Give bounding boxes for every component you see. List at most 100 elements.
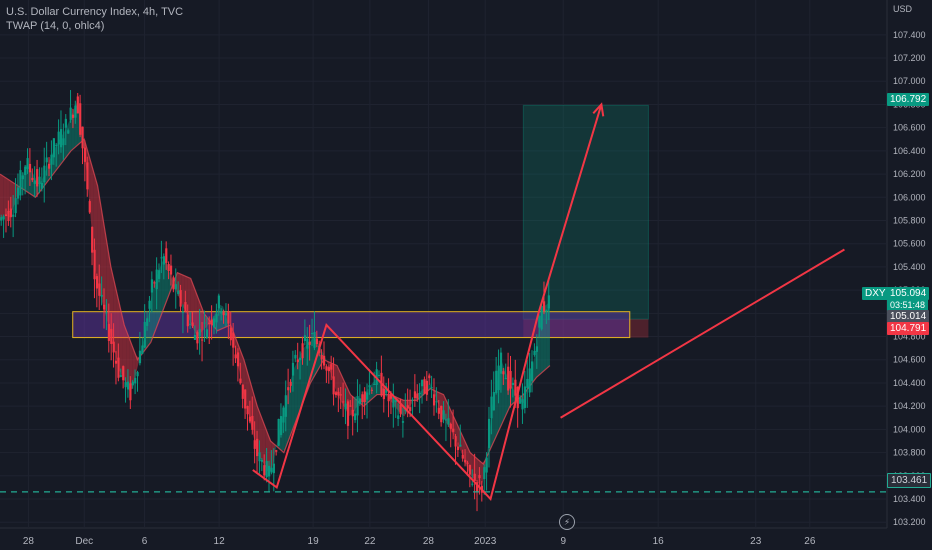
candle-body <box>129 383 132 401</box>
y-tick-label: 106.600 <box>893 123 926 133</box>
candle-body <box>153 282 156 284</box>
candle-body <box>12 214 15 217</box>
candle-body <box>485 457 488 473</box>
candle-body <box>45 157 48 163</box>
price-axis[interactable]: USD103.200103.400103.600103.800104.00010… <box>893 4 926 527</box>
twap-fill-segment <box>9 180 13 213</box>
twap-fill-segment <box>501 360 505 425</box>
candle-body <box>155 269 158 290</box>
resistance-zone[interactable] <box>72 311 631 339</box>
candle-body <box>186 314 189 327</box>
candle-body <box>136 372 139 377</box>
candle-body <box>91 226 94 253</box>
candle-body <box>502 371 505 375</box>
candle-body <box>366 392 369 400</box>
candle-body <box>57 131 60 145</box>
twap-fill-segment <box>119 305 123 378</box>
candle-body <box>4 214 8 217</box>
y-tick-label: 107.000 <box>893 76 926 86</box>
y-tick-label: 104.400 <box>893 378 926 388</box>
twap-fill-segment <box>187 277 191 324</box>
lightning-icon[interactable]: ⚡ <box>559 514 575 530</box>
x-tick-label: 26 <box>804 536 816 547</box>
chart-title[interactable]: U.S. Dollar Currency Index, 4h, TVC <box>6 6 184 18</box>
candle-body <box>88 201 91 213</box>
candle-body <box>141 345 144 354</box>
candle-body <box>377 374 381 376</box>
candle-body <box>313 331 316 348</box>
candle-body <box>196 332 199 344</box>
twap-fill-segment <box>6 178 10 215</box>
candle-body <box>7 210 10 221</box>
candle-body <box>83 147 87 162</box>
zone-rect <box>72 311 631 339</box>
candle-body <box>217 295 220 309</box>
candle-body <box>95 276 99 289</box>
candle-body <box>203 322 206 324</box>
candle-body <box>444 419 448 421</box>
candle-body <box>492 392 495 411</box>
twap-fill-segment <box>181 274 185 310</box>
candle-body <box>339 394 342 396</box>
candle-body <box>234 354 237 359</box>
candle-body <box>499 352 503 374</box>
candle-body <box>177 290 180 295</box>
candle-body <box>516 386 519 409</box>
candle-body <box>538 315 541 328</box>
candle-body <box>86 162 89 190</box>
twap-fill-segment <box>504 368 508 418</box>
candle-body <box>236 352 240 367</box>
long-profit-area <box>522 104 649 320</box>
trend-drawings[interactable] <box>0 102 887 501</box>
candle-body <box>222 311 225 316</box>
candle-body <box>320 354 323 360</box>
x-tick-label: 6 <box>142 536 148 547</box>
candle-body <box>19 170 22 196</box>
y-tick-label: 105.600 <box>893 239 926 249</box>
candle-body <box>473 473 476 481</box>
candle-body <box>14 198 17 214</box>
candle-body <box>213 318 216 328</box>
last-price-tag: 105.094 <box>887 287 930 300</box>
candle-body <box>521 399 524 410</box>
candle-body <box>158 270 161 279</box>
time-axis[interactable]: 28 Dec 6 12 19 22 28 2023 9 16 23 26 <box>23 536 816 547</box>
candle-body <box>100 294 103 297</box>
candle-body <box>248 416 252 422</box>
candle-body <box>150 279 154 293</box>
candle-body <box>392 396 395 408</box>
twap-fill-segment <box>239 347 243 388</box>
candle-body <box>110 328 113 344</box>
candle-body <box>399 404 402 414</box>
candle-body <box>2 216 5 220</box>
candle-body <box>251 415 254 430</box>
candle-body <box>208 322 211 325</box>
candle-body <box>131 381 134 386</box>
y-tick-label: 104.200 <box>893 401 926 411</box>
candle-body <box>389 393 393 399</box>
twap-fill-segment <box>25 165 30 194</box>
twap-fill-segment <box>207 317 211 327</box>
candle-body <box>124 382 127 388</box>
y-tick-label: 104.600 <box>893 355 926 365</box>
candle-body <box>509 371 512 389</box>
candle-body <box>361 394 364 403</box>
candle-body <box>483 467 486 480</box>
candle-body <box>418 392 421 394</box>
candle-body <box>36 169 39 187</box>
candle-body <box>241 384 244 399</box>
candle-body <box>265 461 268 478</box>
candle-body <box>294 354 297 359</box>
candle-body <box>9 208 12 218</box>
candle-body <box>409 407 412 411</box>
candle-body <box>356 396 359 416</box>
candle-body <box>279 416 283 436</box>
candle-body <box>174 284 177 290</box>
indicator-label[interactable]: TWAP (14, 0, ohlc4) <box>6 20 105 32</box>
candle-body <box>289 381 292 386</box>
candle-body <box>28 163 32 173</box>
candle-body <box>471 483 474 485</box>
twap-fill-segment <box>294 360 298 425</box>
twap-fill-segment <box>336 365 340 400</box>
